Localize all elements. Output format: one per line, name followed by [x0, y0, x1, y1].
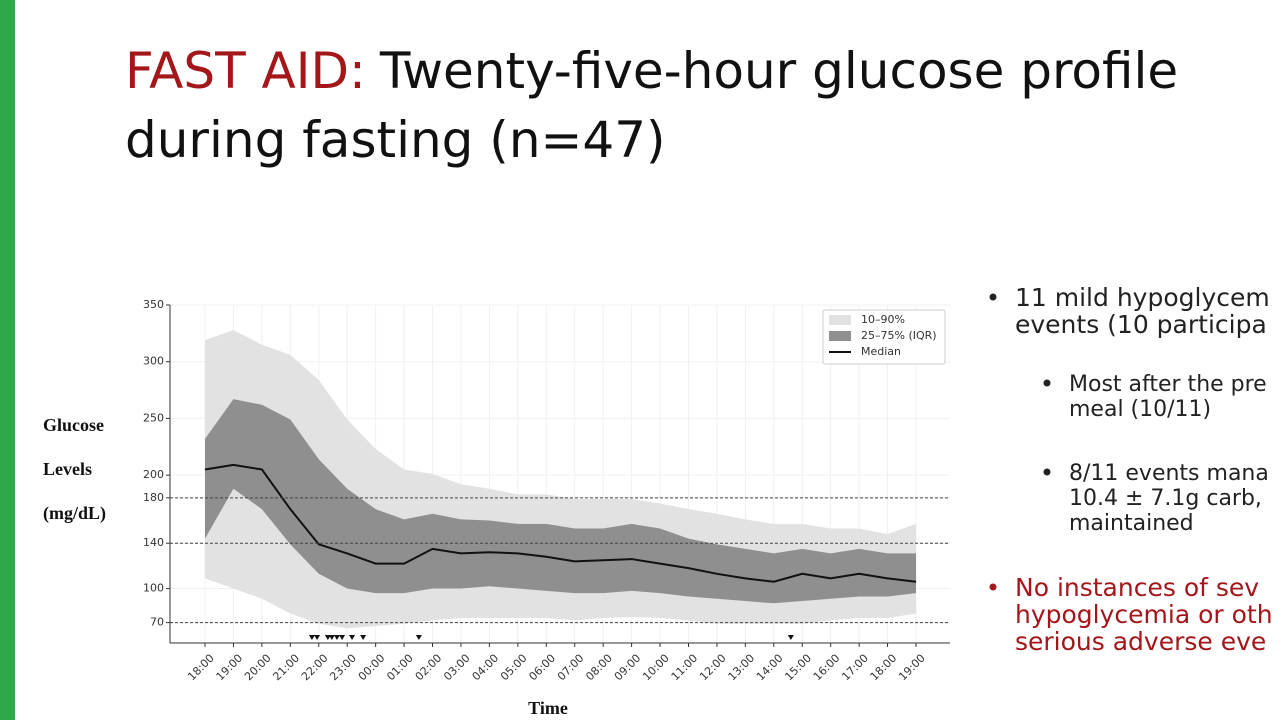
x-tick-label: 03:00 [441, 652, 473, 684]
x-tick-label: 17:00 [839, 652, 871, 684]
bullet-text: meal (10/11) [1069, 397, 1211, 422]
bullet-text: No instances of sev [1015, 573, 1259, 602]
x-tick-label: 14:00 [754, 652, 786, 684]
x-tick-label: 19:00 [214, 652, 246, 684]
event-marker [328, 635, 335, 640]
y-axis-label: (mg/dL) [43, 503, 106, 524]
y-tick-label: 100 [143, 582, 164, 595]
x-tick-label: 18:00 [868, 652, 900, 684]
x-tick-label: 01:00 [384, 652, 416, 684]
event-marker [308, 635, 315, 640]
bullet-dot [1043, 379, 1051, 387]
bullet-dot [989, 583, 997, 591]
x-tick-label: 05:00 [498, 652, 530, 684]
slide-title-line: during fasting (n=47) [125, 111, 666, 169]
legend-swatch [829, 315, 851, 325]
bullet-text: 10.4 ± 7.1g carb, [1069, 486, 1262, 511]
y-tick-label: 70 [150, 616, 164, 629]
legend-swatch [829, 331, 851, 341]
x-tick-label: 22:00 [299, 652, 331, 684]
bullet-text: serious adverse eve [1015, 627, 1266, 656]
y-tick-label: 300 [143, 355, 164, 368]
title-text: Twenty-five-hour glucose profile [379, 42, 1178, 100]
event-marker [415, 635, 422, 640]
band-area [205, 399, 916, 604]
event-marker [324, 635, 331, 640]
side-strip [0, 0, 15, 720]
legend-box [822, 309, 946, 365]
x-tick-label: 13:00 [726, 652, 758, 684]
y-tick-label: 180 [143, 491, 164, 504]
event-marker [314, 635, 321, 640]
event-marker [333, 635, 340, 640]
bullet-text: maintained [1069, 511, 1194, 536]
y-tick-label: 140 [143, 536, 164, 549]
x-tick-label: 15:00 [782, 652, 814, 684]
y-tick-label: 200 [143, 468, 164, 481]
y-tick-label: 250 [143, 411, 164, 424]
legend-label: 10–90% [861, 313, 905, 326]
title-highlight: FAST AID: [125, 42, 366, 100]
x-tick-label: 20:00 [242, 652, 274, 684]
x-tick-label: 23:00 [327, 652, 359, 684]
x-tick-label: 07:00 [555, 652, 587, 684]
x-tick-label: 19:00 [896, 652, 928, 684]
x-tick-label: 10:00 [640, 652, 672, 684]
event-marker [360, 635, 367, 640]
x-tick-label: 21:00 [270, 652, 302, 684]
event-marker [339, 635, 346, 640]
median-line [204, 463, 917, 583]
x-tick-label: 00:00 [356, 652, 388, 684]
x-tick-label: 08:00 [583, 652, 615, 684]
bullet-text: 8/11 events mana [1069, 461, 1269, 486]
y-axis-label: Glucose [43, 415, 104, 435]
x-tick-label: 06:00 [526, 652, 558, 684]
slide-title: FAST AID: Twenty-five-hour glucose profil… [125, 42, 1178, 100]
bullet-text: Most after the pre [1069, 372, 1267, 397]
x-tick-label: 12:00 [697, 652, 729, 684]
x-tick-label: 09:00 [612, 652, 644, 684]
y-axis-label: Levels [43, 459, 92, 479]
x-tick-label: 18:00 [185, 652, 217, 684]
x-tick-label: 16:00 [811, 652, 843, 684]
bullet-dot [989, 293, 997, 301]
legend-label: Median [861, 345, 901, 358]
x-tick-label: 11:00 [669, 652, 701, 684]
bullet-text: hypoglycemia or oth [1015, 600, 1273, 629]
legend-label: 25–75% (IQR) [861, 329, 937, 342]
bullet-dot [1043, 468, 1051, 476]
bullet-text: events (10 participa [1015, 310, 1267, 339]
x-axis-label: Time [528, 698, 568, 718]
x-tick-label: 02:00 [413, 652, 445, 684]
y-tick-label: 350 [143, 298, 164, 311]
event-marker [349, 635, 356, 640]
x-tick-label: 04:00 [470, 652, 502, 684]
event-marker [787, 635, 794, 640]
bullet-text: 11 mild hypoglycem [1015, 283, 1270, 312]
